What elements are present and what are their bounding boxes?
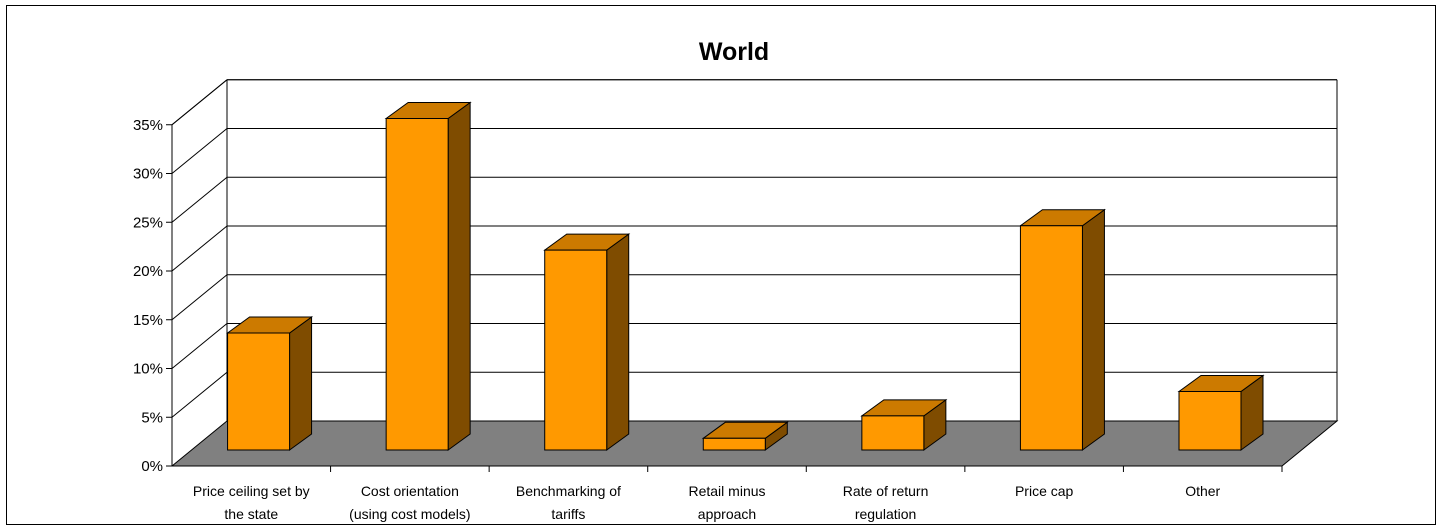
x-category-label: regulation	[855, 506, 917, 522]
bar	[1178, 391, 1242, 451]
bar-side	[606, 233, 630, 451]
x-category-label: the state	[224, 506, 278, 522]
gridline-side	[171, 371, 228, 418]
x-category-label: Cost orientation	[361, 483, 459, 499]
bar-chart: World 0% 5% 10% 15% 20% 25% 30% 35% Price ceilin…	[133, 38, 1339, 522]
y-tick-label: 20%	[133, 263, 163, 280]
gridlines	[171, 79, 1337, 418]
x-category-label: Benchmarking of	[516, 483, 621, 499]
x-category-label: tariffs	[551, 506, 585, 522]
gridline-side	[171, 225, 228, 272]
bar	[227, 332, 291, 451]
x-category-label: Retail minus	[688, 483, 765, 499]
y-tick-label: 25%	[133, 214, 163, 231]
gridline-side	[171, 128, 228, 174]
axis-labels: 0% 5% 10% 15% 20% 25% 30% 35% Price ceiling set …	[133, 117, 1221, 522]
chart-title: World	[699, 38, 769, 66]
axes	[166, 79, 1338, 472]
gridline-side	[171, 176, 228, 223]
bar	[544, 249, 608, 451]
y-tick-label: 15%	[133, 312, 163, 329]
x-category-label: (using cost models)	[349, 506, 470, 522]
bar	[702, 437, 766, 451]
gridline-side	[171, 323, 228, 369]
y-tick-label: 0%	[141, 458, 163, 475]
y-tick-label: 10%	[133, 361, 163, 378]
bars	[226, 101, 1265, 451]
bar-side	[447, 101, 471, 451]
side-wall-top-edge	[171, 79, 228, 126]
y-tick-label: 35%	[133, 117, 163, 134]
x-category-label: Price ceiling set by	[193, 483, 310, 499]
bar	[385, 118, 449, 451]
bar-side	[289, 316, 313, 451]
y-tick-label: 30%	[133, 166, 163, 183]
gridline-side	[171, 274, 228, 321]
x-category-label: approach	[698, 506, 756, 522]
bar	[1019, 225, 1083, 451]
y-tick-label: 5%	[141, 409, 163, 426]
chart-frame: World 0% 5% 10% 15% 20% 25% 30% 35% Price ceilin…	[6, 5, 1436, 525]
x-category-label: Rate of return	[843, 483, 929, 499]
x-category-label: Other	[1185, 483, 1220, 499]
bar-side	[1081, 208, 1105, 451]
bar	[861, 415, 925, 451]
x-category-label: Price cap	[1015, 483, 1074, 499]
